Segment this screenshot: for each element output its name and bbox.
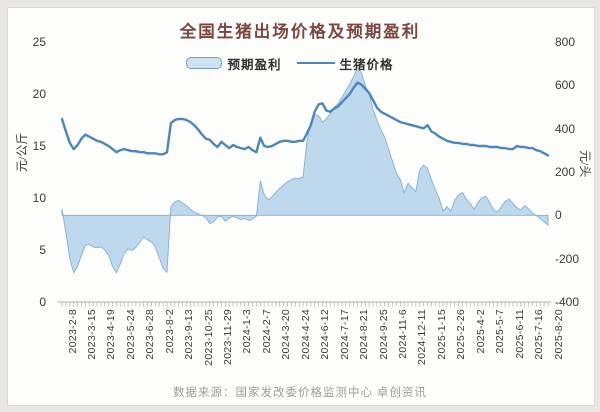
x-axis-label: 2023-4-19 <box>105 309 118 360</box>
left-axis-unit-label: 元/公斤 <box>15 132 29 172</box>
x-axis-label: 2023-3-15 <box>85 309 98 360</box>
x-axis-label: 2024-11-6 <box>396 309 409 359</box>
right-axis-unit-label: 元/头 <box>578 150 592 178</box>
x-axis-label: 2024-8-21 <box>358 309 371 360</box>
x-axis-label: 2023-8-2 <box>163 309 176 354</box>
x-axis-label: 2023-11-29 <box>222 309 235 365</box>
x-axis-label: 2023-5-24 <box>124 309 137 360</box>
x-axis-label: 2025-8-20 <box>552 309 565 360</box>
legend-label-price: 生猪价格 <box>339 57 394 72</box>
x-axis-label: 2023-10-25 <box>202 309 215 366</box>
x-axis-label: 2023-9-13 <box>183 309 196 360</box>
x-axis-label: 2025-1-15 <box>435 309 448 360</box>
legend-label-profit: 预期盈利 <box>227 57 282 72</box>
legend-area-swatch-icon <box>186 57 223 69</box>
right-axis-tick-label: 200 <box>555 165 576 179</box>
right-axis-tick-label: 600 <box>555 78 576 92</box>
x-axis-label: 2024-12-11 <box>416 309 429 365</box>
price-line-series <box>60 81 550 157</box>
x-axis-label: 2025-5-7 <box>494 309 507 354</box>
left-axis-tick-label: 5 <box>39 243 46 257</box>
left-axis-tick-label: 25 <box>32 35 46 49</box>
right-axis-tick-label: 400 <box>555 122 576 136</box>
x-axis-label: 2024-2-7 <box>260 309 273 354</box>
right-axis-tick-label: 800 <box>555 35 576 49</box>
legend-line-swatch-icon <box>296 61 335 65</box>
x-axis-label: 2023-2-8 <box>66 309 79 354</box>
right-axis-tick-label: 0 <box>555 208 562 222</box>
x-axis-line-and-ticks <box>58 301 551 307</box>
x-axis-label: 2023-6-28 <box>144 309 157 360</box>
left-axis-tick-label: 20 <box>32 87 46 101</box>
right-axis-tick-label: -200 <box>555 252 580 266</box>
chart-legend: 预期盈利 生猪价格 <box>62 55 548 72</box>
x-axis-label: 2025-4-2 <box>474 309 487 354</box>
x-axis-label: 2024-9-25 <box>377 309 390 360</box>
x-axis-label: 2025-2-26 <box>455 309 468 360</box>
left-axis-tick-label: 0 <box>39 295 46 309</box>
data-source-footer: 数据来源：国家发改委价格监测中心 卓创资讯 <box>173 387 427 399</box>
x-axis-label: 2024-3-20 <box>280 309 293 360</box>
left-axis-tick-label: 15 <box>32 139 46 153</box>
x-axis-label: 2024-7-17 <box>338 309 351 360</box>
profit-area-series <box>61 67 549 274</box>
x-axis-label: 2025-7-16 <box>533 309 546 360</box>
x-axis-label: 2024-4-24 <box>299 309 312 360</box>
x-axis-label: 2025-6-11 <box>513 309 526 359</box>
x-axis-label: 2024-6-12 <box>319 309 332 360</box>
right-axis-tick-label: -400 <box>555 295 580 309</box>
left-axis-tick-label: 10 <box>32 191 46 205</box>
page-title: 全国生猪出场价格及预期盈利 <box>179 22 421 41</box>
x-axis-label: 2024-1-3 <box>241 309 254 354</box>
